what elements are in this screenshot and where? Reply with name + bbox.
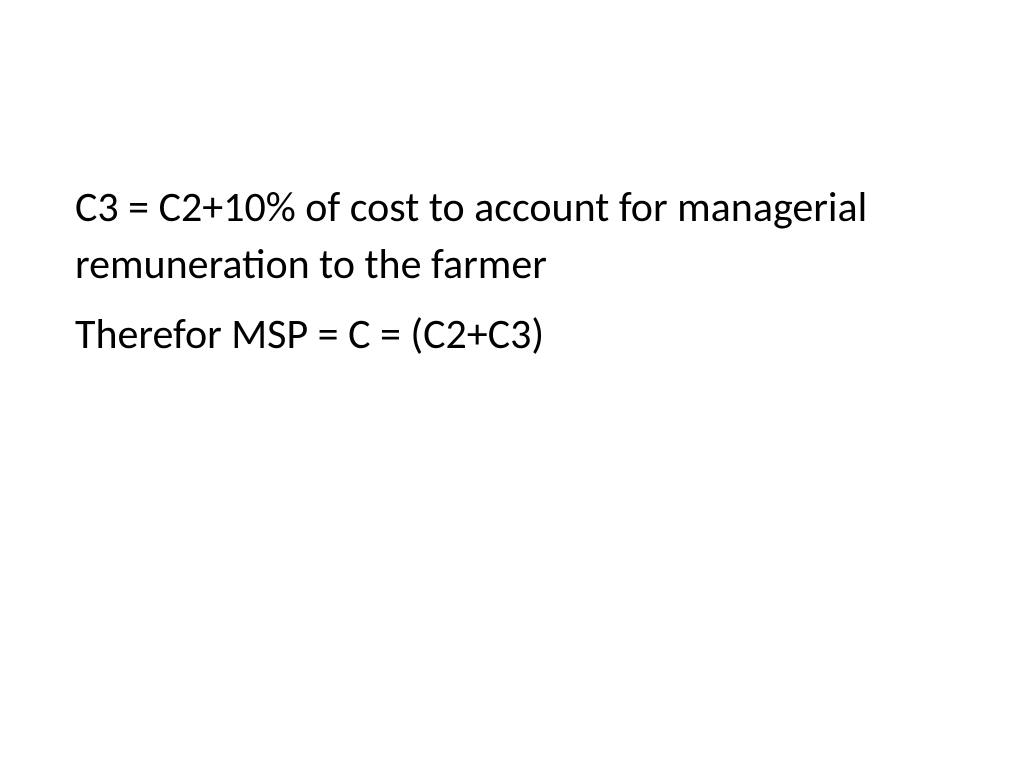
formula-c3-definition: C3 = C2+10% of cost to account for manag… [75, 180, 949, 293]
formula-msp-definition: Therefor MSP = C = (C2+C3) [75, 307, 949, 364]
slide-content: C3 = C2+10% of cost to account for manag… [0, 0, 1024, 364]
